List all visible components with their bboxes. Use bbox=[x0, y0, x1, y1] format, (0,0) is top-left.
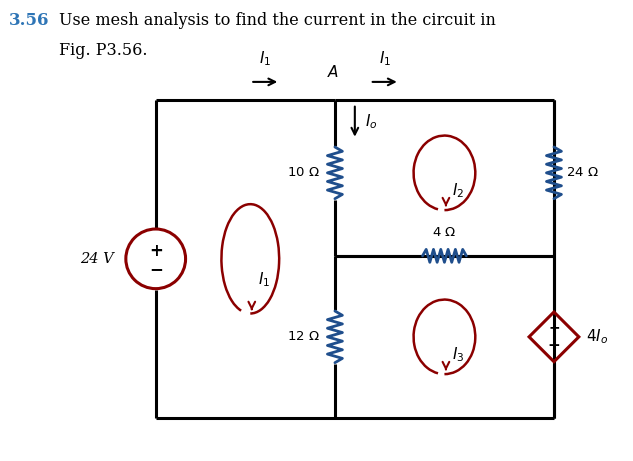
Text: $I_1$: $I_1$ bbox=[259, 49, 272, 68]
Text: $4I_o$: $4I_o$ bbox=[586, 327, 608, 346]
Text: 3.56: 3.56 bbox=[9, 12, 50, 30]
Text: 24 V: 24 V bbox=[80, 252, 114, 266]
Text: 12 $\Omega$: 12 $\Omega$ bbox=[287, 331, 320, 343]
Text: Use mesh analysis to find the current in the circuit in: Use mesh analysis to find the current in… bbox=[59, 12, 496, 30]
Text: $I_1$: $I_1$ bbox=[379, 49, 391, 68]
Text: 10 $\Omega$: 10 $\Omega$ bbox=[287, 166, 320, 179]
Text: 4 $\Omega$: 4 $\Omega$ bbox=[432, 226, 456, 239]
Text: −: − bbox=[548, 338, 560, 353]
Text: 24 $\Omega$: 24 $\Omega$ bbox=[566, 166, 599, 179]
Text: $I_2$: $I_2$ bbox=[453, 181, 465, 200]
Text: $I_3$: $I_3$ bbox=[453, 345, 465, 364]
Text: +: + bbox=[149, 242, 163, 260]
Text: +: + bbox=[548, 321, 560, 335]
Text: Fig. P3.56.: Fig. P3.56. bbox=[59, 42, 147, 59]
Text: $A$: $A$ bbox=[327, 64, 339, 80]
Text: $I_o$: $I_o$ bbox=[365, 112, 377, 131]
Text: −: − bbox=[149, 260, 163, 278]
Text: $I_1$: $I_1$ bbox=[258, 271, 270, 290]
